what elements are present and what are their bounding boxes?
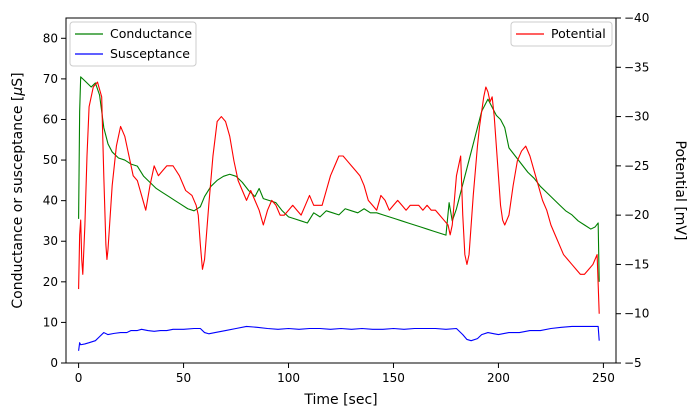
series-susceptance <box>78 325 600 351</box>
x-tick-label: 50 <box>176 371 191 385</box>
left-y-tick-label: 40 <box>43 194 58 208</box>
left-y-tick-label: 50 <box>43 153 58 167</box>
right-y-axis: −5 −10 −15 −20 −25 −30 −35 −40 <box>616 11 649 370</box>
right-y-tick-label: −15 <box>624 257 649 271</box>
x-tick-label: 150 <box>382 371 405 385</box>
left-y-tick-label: 0 <box>50 356 58 370</box>
x-tick-label: 200 <box>487 371 510 385</box>
right-y-tick-label: −10 <box>624 307 649 321</box>
left-y-tick-label: 60 <box>43 112 58 126</box>
x-tick-label: 250 <box>592 371 615 385</box>
x-axis-label: Time [sec] <box>303 392 377 408</box>
legend-left: Conductance Susceptance <box>69 21 197 67</box>
legend-entry-susceptance: Susceptance <box>110 46 190 61</box>
legend-left-box <box>69 21 197 67</box>
series-layer <box>78 76 600 351</box>
left-y-axis-label: Conductance or susceptance [μS] <box>10 72 26 308</box>
x-tick-label: 0 <box>75 371 83 385</box>
right-y-tick-label: −30 <box>624 110 649 124</box>
right-y-axis-label: Potential [mV] <box>672 141 688 241</box>
series-potential <box>78 81 600 314</box>
legend-entry-potential: Potential <box>551 26 606 41</box>
right-y-tick-label: −40 <box>624 11 649 25</box>
right-y-tick-label: −35 <box>624 60 649 74</box>
left-y-tick-label: 70 <box>43 72 58 86</box>
right-y-tick-label: −20 <box>624 208 649 222</box>
x-axis: 0 50 100 150 200 250 <box>75 363 615 385</box>
legend-entry-conductance: Conductance <box>110 26 192 41</box>
legend-right-box <box>510 21 613 47</box>
left-y-tick-label: 20 <box>43 275 58 289</box>
left-y-tick-label: 80 <box>43 31 58 45</box>
series-conductance <box>78 76 600 282</box>
right-y-tick-label: −25 <box>624 159 649 173</box>
plot-frame <box>65 17 617 364</box>
legend-right: Potential <box>510 21 613 47</box>
left-y-tick-label: 30 <box>43 234 58 248</box>
left-y-axis: 0 10 20 30 40 50 60 70 80 <box>43 31 66 370</box>
x-tick-label: 100 <box>277 371 300 385</box>
right-y-tick-label: −5 <box>624 356 642 370</box>
left-y-tick-label: 10 <box>43 315 58 329</box>
